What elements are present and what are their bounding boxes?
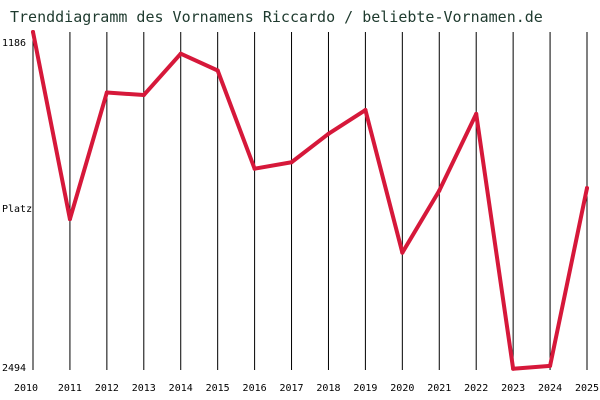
data-point-2016 xyxy=(252,166,257,171)
data-point-2014 xyxy=(178,51,183,56)
x-tick-2022: 2022 xyxy=(464,383,488,394)
y-tick-top: 1186 xyxy=(2,38,26,49)
series-layer xyxy=(31,30,589,371)
data-point-2017 xyxy=(289,160,294,165)
x-tick-2011: 2011 xyxy=(58,383,82,394)
data-point-2012 xyxy=(104,90,109,95)
x-tick-2023: 2023 xyxy=(501,383,525,394)
x-tick-2017: 2017 xyxy=(279,383,303,394)
x-tick-2015: 2015 xyxy=(206,383,230,394)
x-tick-2013: 2013 xyxy=(132,383,156,394)
y-axis-label: Platz xyxy=(2,204,32,215)
data-point-2015 xyxy=(215,68,220,73)
series-line-0 xyxy=(31,30,589,371)
x-tick-2019: 2019 xyxy=(353,383,377,394)
x-tick-2021: 2021 xyxy=(427,383,451,394)
x-tick-2014: 2014 xyxy=(169,383,193,394)
data-point-2019 xyxy=(363,108,368,113)
x-tick-2018: 2018 xyxy=(316,383,340,394)
grid-lines xyxy=(32,32,588,370)
data-point-2021 xyxy=(437,188,442,193)
data-point-2013 xyxy=(141,93,146,98)
x-tick-2010: 2010 xyxy=(14,383,38,394)
y-tick-bottom: 2494 xyxy=(2,363,26,374)
x-tick-2016: 2016 xyxy=(243,383,267,394)
x-tick-labels: 2010 2011 2012 2013 2014 2015 2016 2017 2018 2019… xyxy=(14,383,599,394)
data-point-2022 xyxy=(474,111,479,116)
x-tick-2020: 2020 xyxy=(390,383,414,394)
x-tick-2012: 2012 xyxy=(95,383,119,394)
chart-title: Trenddiagramm des Vornamens Riccardo / b… xyxy=(10,8,543,26)
data-point-2020 xyxy=(400,250,405,255)
x-tick-2024: 2024 xyxy=(538,383,562,394)
data-point-2018 xyxy=(326,131,331,136)
data-point-2010 xyxy=(31,30,35,34)
data-point-2025 xyxy=(585,186,589,191)
data-point-2011 xyxy=(67,217,72,222)
x-tick-2025: 2025 xyxy=(575,383,599,394)
data-point-2024 xyxy=(548,363,553,368)
data-point-2023 xyxy=(511,366,516,371)
